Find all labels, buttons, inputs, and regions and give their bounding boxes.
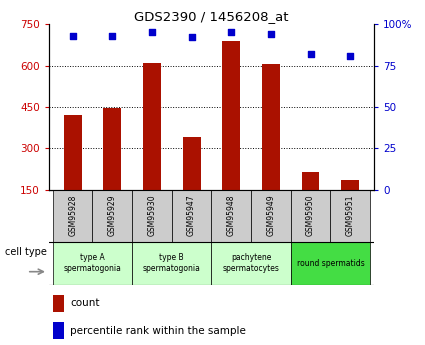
Text: type B
spermatogonia: type B spermatogonia <box>143 253 201 273</box>
Text: GSM95950: GSM95950 <box>306 195 315 236</box>
Bar <box>132 241 212 285</box>
Bar <box>291 241 370 285</box>
Bar <box>103 108 121 190</box>
Text: GSM95930: GSM95930 <box>147 195 156 236</box>
Bar <box>53 241 132 285</box>
Bar <box>53 322 64 339</box>
Bar <box>291 190 330 242</box>
Title: GDS2390 / 1456208_at: GDS2390 / 1456208_at <box>134 10 289 23</box>
Bar <box>53 295 64 312</box>
Point <box>69 33 76 39</box>
Bar <box>53 190 93 242</box>
Text: cell type: cell type <box>5 247 47 257</box>
Text: count: count <box>70 298 99 308</box>
Point <box>307 51 314 57</box>
Bar <box>212 190 251 242</box>
Text: type A
spermatogonia: type A spermatogonia <box>64 253 122 273</box>
Point <box>228 30 235 35</box>
Bar <box>222 41 240 190</box>
Point <box>347 53 354 58</box>
Bar <box>172 190 212 242</box>
Bar <box>64 115 82 190</box>
Bar <box>212 241 291 285</box>
Point <box>267 31 274 37</box>
Text: percentile rank within the sample: percentile rank within the sample <box>70 326 246 335</box>
Bar <box>262 64 280 190</box>
Text: GSM95948: GSM95948 <box>227 195 236 236</box>
Bar <box>93 190 132 242</box>
Bar <box>251 190 291 242</box>
Bar <box>302 172 320 190</box>
Text: round spermatids: round spermatids <box>297 258 364 268</box>
Point <box>109 33 116 39</box>
Text: GSM95949: GSM95949 <box>266 195 275 236</box>
Point <box>188 34 195 40</box>
Bar <box>341 180 359 190</box>
Text: pachytene
spermatocytes: pachytene spermatocytes <box>223 253 280 273</box>
Bar <box>132 190 172 242</box>
Point <box>149 30 156 35</box>
Text: GSM95951: GSM95951 <box>346 195 355 236</box>
Bar <box>143 63 161 190</box>
Bar <box>330 190 370 242</box>
Text: GSM95929: GSM95929 <box>108 195 117 236</box>
Text: GSM95947: GSM95947 <box>187 195 196 236</box>
Bar <box>183 137 201 190</box>
Text: GSM95928: GSM95928 <box>68 195 77 236</box>
